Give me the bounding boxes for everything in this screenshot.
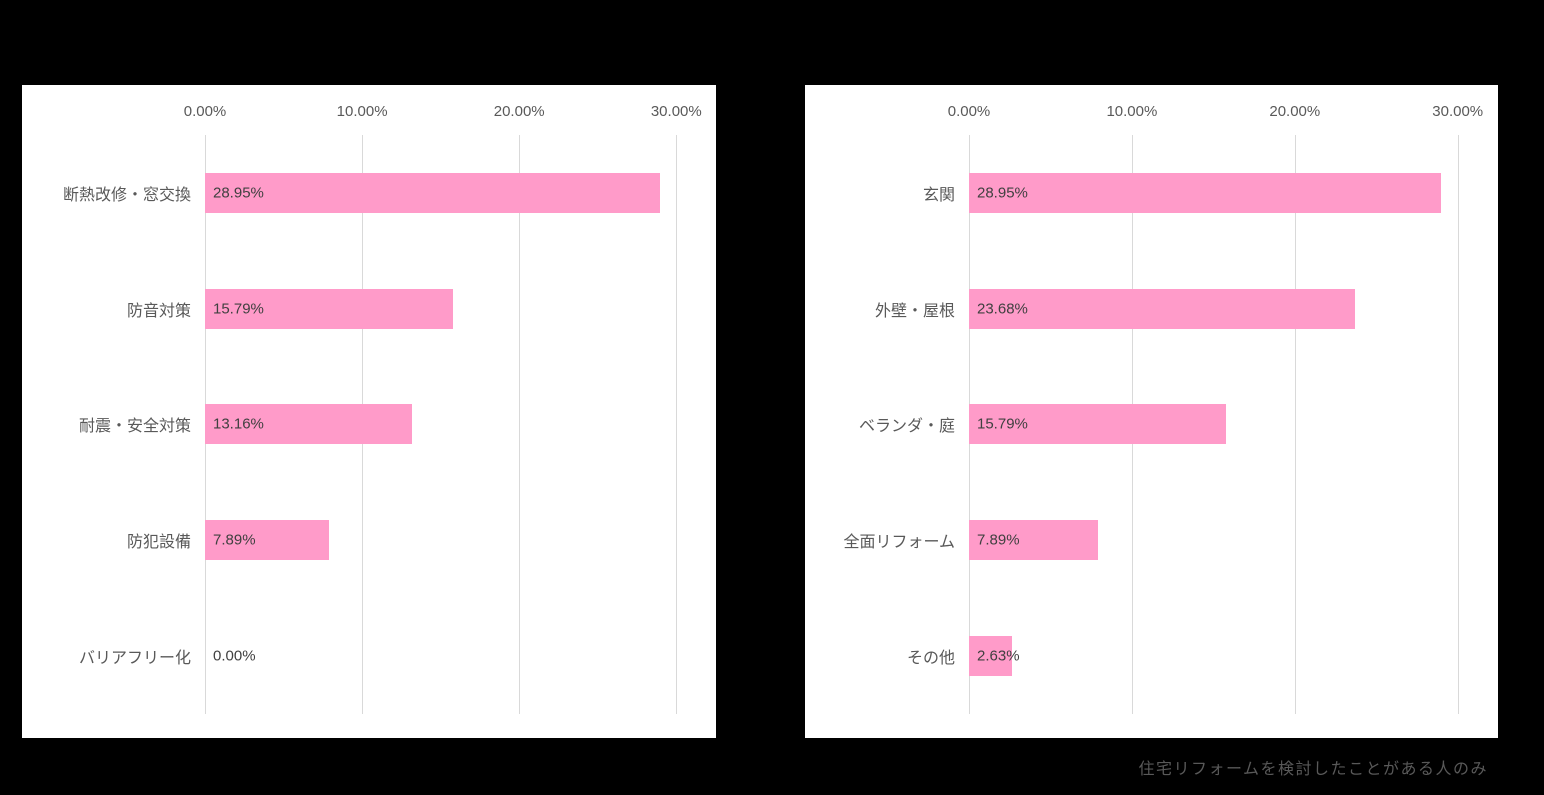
bar-row: 13.16% xyxy=(205,367,692,483)
category-label: 全面リフォーム xyxy=(843,534,955,552)
x-axis-tick-label: 20.00% xyxy=(1269,103,1321,120)
bar xyxy=(205,172,660,213)
bar xyxy=(205,404,412,445)
value-label: 7.89% xyxy=(213,531,256,549)
category-label: 防音対策 xyxy=(126,302,191,320)
category-label: ベランダ・庭 xyxy=(858,418,955,436)
left-plot-area: 28.95% 15.79% 13.16% 7.89% 0.00% xyxy=(205,135,692,714)
value-label: 13.16% xyxy=(213,415,264,433)
bar-row: 23.68% xyxy=(969,251,1474,367)
x-axis-tick-label: 30.00% xyxy=(1432,103,1484,120)
bar-row: 28.95% xyxy=(969,135,1474,251)
value-label: 23.68% xyxy=(977,300,1028,318)
right-plot-area: 28.95% 23.68% 15.79% 7.89% 2.63% xyxy=(969,135,1474,714)
x-axis-tick-label: 0.00% xyxy=(947,103,991,120)
category-label: 防犯設備 xyxy=(126,534,191,552)
category-label: 外壁・屋根 xyxy=(874,302,955,320)
bar xyxy=(969,404,1227,445)
gridline xyxy=(519,135,521,714)
bar-row: 7.89% xyxy=(205,482,692,598)
right-chart-panel: 0.00% 10.00% 20.00% 30.00% 玄関 外壁・屋根 ベランダ… xyxy=(805,85,1498,738)
category-label: 断熱改修・窓交換 xyxy=(62,186,191,204)
bar xyxy=(969,520,1098,561)
x-axis-tick-label: 10.00% xyxy=(1106,103,1158,120)
value-label: 28.95% xyxy=(213,184,264,202)
category-label: 玄関 xyxy=(922,186,955,204)
bar-row: 15.79% xyxy=(969,367,1474,483)
bar xyxy=(205,288,454,329)
right-x-axis: 0.00% 10.00% 20.00% 30.00% xyxy=(948,101,1483,123)
value-label: 7.89% xyxy=(977,531,1020,549)
category-label: バリアフリー化 xyxy=(78,650,191,668)
category-label: 耐震・安全対策 xyxy=(78,418,191,436)
x-axis-tick-label: 30.00% xyxy=(650,103,702,120)
gridline xyxy=(1294,135,1296,714)
x-axis-tick-label: 20.00% xyxy=(493,103,545,120)
bar xyxy=(969,172,1441,213)
bar-row: 2.63% xyxy=(969,598,1474,714)
value-label: 0.00% xyxy=(213,647,256,665)
category-label: その他 xyxy=(906,650,955,668)
gridline xyxy=(1457,135,1459,714)
right-category-labels: 玄関 外壁・屋根 ベランダ・庭 全面リフォーム その他 xyxy=(805,135,955,714)
bar xyxy=(205,520,329,561)
bar xyxy=(969,288,1355,329)
left-x-axis: 0.00% 10.00% 20.00% 30.00% xyxy=(184,101,702,123)
gridline xyxy=(676,135,678,714)
bar-row: 7.89% xyxy=(969,482,1474,598)
bar-row: 28.95% xyxy=(205,135,692,251)
bar-row: 0.00% xyxy=(205,598,692,714)
x-axis-tick-label: 0.00% xyxy=(183,103,227,120)
footer-note: 住宅リフォームを検討したことがある人のみ xyxy=(1138,761,1488,778)
x-axis-tick-label: 10.00% xyxy=(336,103,388,120)
left-chart-panel: 0.00% 10.00% 20.00% 30.00% 断熱改修・窓交換 防音対策… xyxy=(22,85,716,738)
value-label: 28.95% xyxy=(977,184,1028,202)
bar xyxy=(969,636,1012,677)
bar-row: 15.79% xyxy=(205,251,692,367)
value-label: 15.79% xyxy=(977,415,1028,433)
left-category-labels: 断熱改修・窓交換 防音対策 耐震・安全対策 防犯設備 バリアフリー化 xyxy=(22,135,191,714)
value-label: 15.79% xyxy=(213,300,264,318)
value-label: 2.63% xyxy=(977,647,1020,665)
